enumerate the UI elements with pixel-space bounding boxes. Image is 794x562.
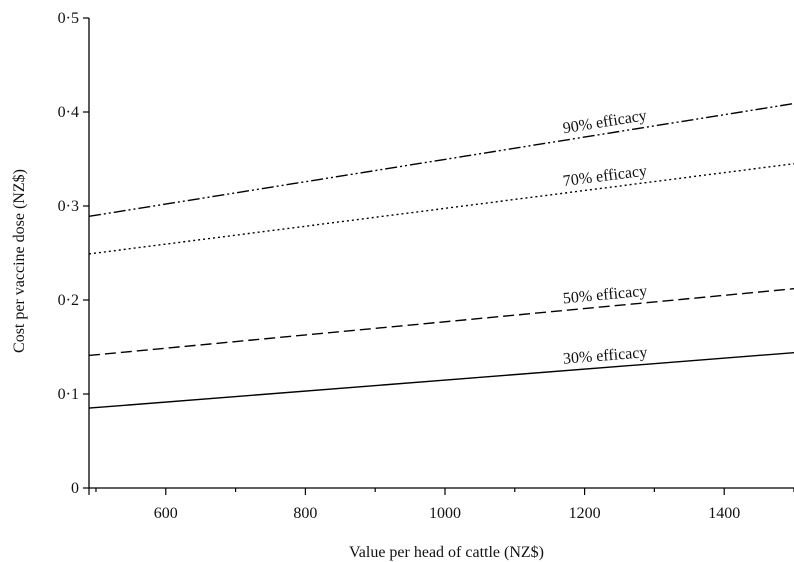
axes-layer — [88, 18, 794, 489]
y-tick-label: 0·1 — [58, 386, 79, 403]
series-label: 30% efficacy — [562, 344, 648, 368]
y-tick-label: 0·2 — [58, 292, 79, 309]
series-line — [88, 351, 794, 409]
y-axis-title: Cost per vaccine dose (NZ$) — [11, 169, 28, 353]
y-tick-label: 0 — [71, 480, 79, 497]
x-axis-title: Value per head of cattle (NZ$) — [349, 544, 544, 561]
series-label: 70% efficacy — [562, 163, 648, 191]
x-tick-label: 1400 — [708, 505, 740, 522]
series-line — [88, 288, 794, 357]
x-tick-label: 1000 — [429, 505, 461, 522]
x-tick-label: 1200 — [569, 505, 601, 522]
series-label: 90% efficacy — [562, 107, 648, 137]
x-tick-label: 600 — [154, 505, 178, 522]
series-line — [88, 102, 794, 218]
series-layer — [88, 102, 794, 409]
ticks-layer: 0 0·1 0·2 0·3 0·4 0·5 600 800 1000 1200 1400 — [58, 10, 794, 522]
y-tick-label: 0·4 — [58, 104, 79, 121]
y-tick-label: 0·3 — [58, 198, 79, 215]
y-tick-label: 0·5 — [58, 10, 79, 27]
series-line — [88, 163, 794, 255]
x-tick-label: 800 — [293, 505, 317, 522]
